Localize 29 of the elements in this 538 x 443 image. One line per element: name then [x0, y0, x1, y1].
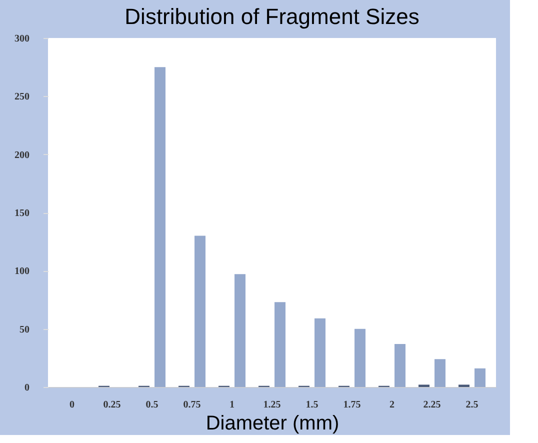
bar — [434, 359, 446, 387]
y-tick-label: 50 — [20, 324, 30, 336]
x-tick-label: 2 — [390, 400, 394, 410]
x-tick-label: 0 — [70, 400, 74, 410]
x-tick-label: 1.25 — [263, 400, 281, 410]
x-axis-title: Diameter (mm) — [206, 412, 340, 434]
bar — [474, 368, 486, 387]
x-tick-label: 1.5 — [306, 400, 318, 410]
bar — [274, 302, 286, 387]
bar — [314, 318, 326, 387]
y-tick-label: 250 — [14, 92, 30, 103]
bar — [394, 344, 406, 387]
bar — [194, 236, 206, 387]
y-tick-label: 0 — [24, 382, 30, 394]
y-tick-label: 300 — [14, 34, 30, 44]
x-tick-label: 0.75 — [183, 400, 201, 410]
chart-title: Distribution of Fragment Sizes — [124, 4, 420, 29]
bar — [154, 67, 166, 387]
x-tick-label: 0.25 — [103, 400, 121, 410]
y-tick-label: 100 — [14, 266, 30, 278]
y-tick-label: 150 — [14, 208, 30, 219]
y-tick-label: 200 — [14, 150, 30, 161]
x-tick-label: 1 — [230, 400, 234, 410]
x-tick-label: 1.75 — [343, 400, 361, 410]
bar — [354, 328, 366, 387]
x-tick-label: 2.25 — [423, 400, 441, 410]
bar — [234, 274, 246, 387]
x-tick-label: 0.5 — [146, 400, 158, 410]
x-tick-label: 2.5 — [466, 400, 478, 410]
